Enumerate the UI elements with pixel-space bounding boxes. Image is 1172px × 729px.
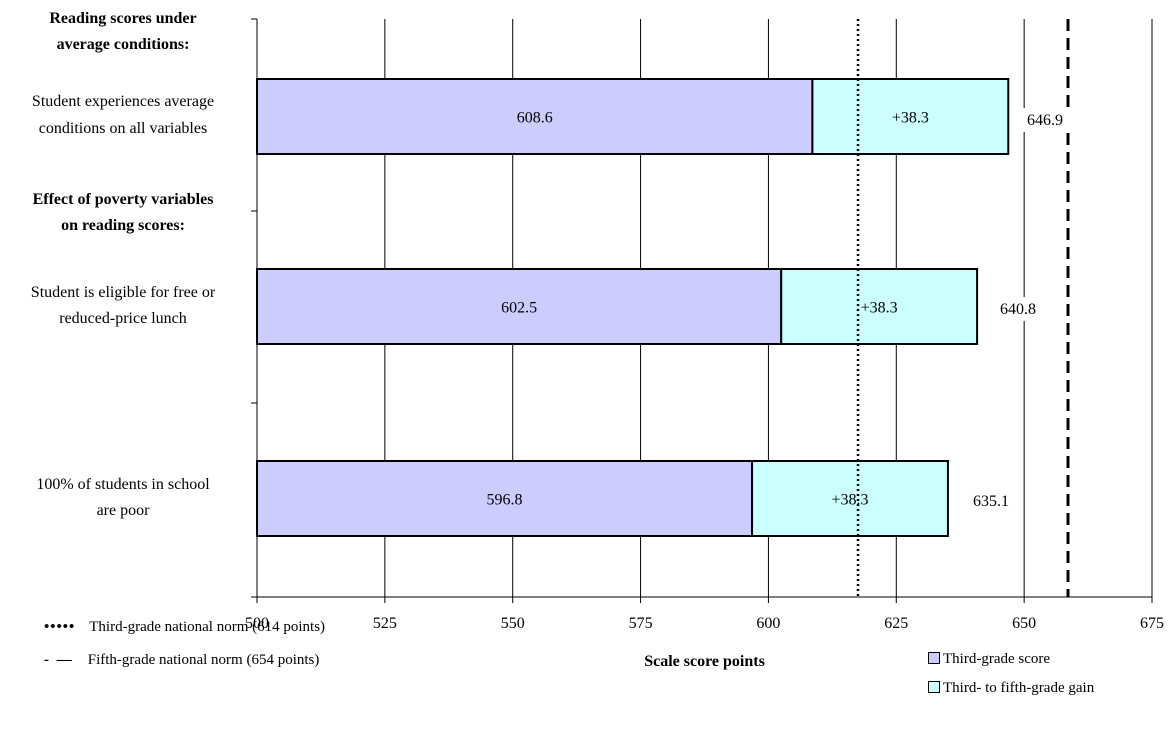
bar-gain-2: [751, 460, 949, 537]
section-header-1-line-1: on reading scores:: [61, 217, 185, 234]
total-label-2: 635.1: [973, 493, 1009, 510]
total-label-bg-0: [1017, 108, 1073, 132]
x-tick-label-625: 625: [884, 615, 908, 632]
dashed-line-symbol: - —: [44, 652, 74, 668]
data-label-gain-1: +38.3: [861, 300, 898, 317]
bar-gain-0: [811, 78, 1010, 155]
legend-gain: Third- to fifth-grade gain: [928, 680, 1094, 697]
section-header-0-line-0: Reading scores under: [49, 10, 196, 27]
legend-swatch-third-grade: [928, 652, 940, 664]
x-axis-title: Scale score points: [644, 653, 765, 670]
x-tick-label-600: 600: [756, 615, 780, 632]
category-label-1-line-0: Student is eligible for free or: [31, 284, 216, 301]
section-header-0-line-1: average conditions:: [57, 36, 190, 53]
dotted-line-symbol: •••••: [44, 619, 76, 635]
x-tick-label-550: 550: [501, 615, 525, 632]
total-label-0: 646.9: [1027, 112, 1063, 129]
data-label-gain-0: +38.3: [892, 110, 929, 127]
category-label-2-line-0: 100% of students in school: [36, 476, 210, 493]
bar-third-grade-2: [256, 460, 754, 537]
data-label-gain-2: +38.3: [831, 492, 868, 509]
section-header-1-line-0: Effect of poverty variables: [33, 191, 214, 208]
category-label-0-line-1: conditions on all variables: [39, 120, 207, 137]
x-tick-label-675: 675: [1140, 615, 1164, 632]
category-label-2-line-1: are poor: [97, 502, 151, 519]
total-label-1: 640.8: [1000, 301, 1036, 318]
total-label-bg-2: [963, 489, 1019, 513]
legend-label-gain: Third- to fifth-grade gain: [943, 680, 1095, 696]
x-tick-label-650: 650: [1012, 615, 1036, 632]
x-tick-label-500: 500: [245, 615, 269, 632]
x-tick-label-575: 575: [629, 615, 653, 632]
category-label-0-line-0: Student experiences average: [32, 93, 214, 110]
reference-label-fifth-grade: Fifth-grade national norm (654 points): [87, 652, 320, 668]
reference-label-third-grade: Third-grade national norm (614 points): [89, 619, 326, 635]
data-label-third-grade-0: 608.6: [517, 110, 553, 127]
category-label-1-line-1: reduced-price lunch: [59, 310, 186, 327]
reference-legend-fifth-grade: - — Fifth-grade national norm (654 points…: [44, 652, 319, 669]
data-label-third-grade-1: 602.5: [501, 300, 537, 317]
bar-gain-1: [780, 268, 979, 345]
data-label-third-grade-2: 596.8: [487, 492, 523, 509]
legend-swatch-gain: [928, 681, 940, 693]
legend-third-grade-score: Third-grade score: [928, 651, 1050, 668]
legend-label-third-grade: Third-grade score: [943, 651, 1051, 667]
reference-legend-third-grade: ••••• Third-grade national norm (614 poin…: [44, 619, 325, 636]
total-label-bg-1: [990, 297, 1046, 321]
x-tick-label-525: 525: [373, 615, 397, 632]
